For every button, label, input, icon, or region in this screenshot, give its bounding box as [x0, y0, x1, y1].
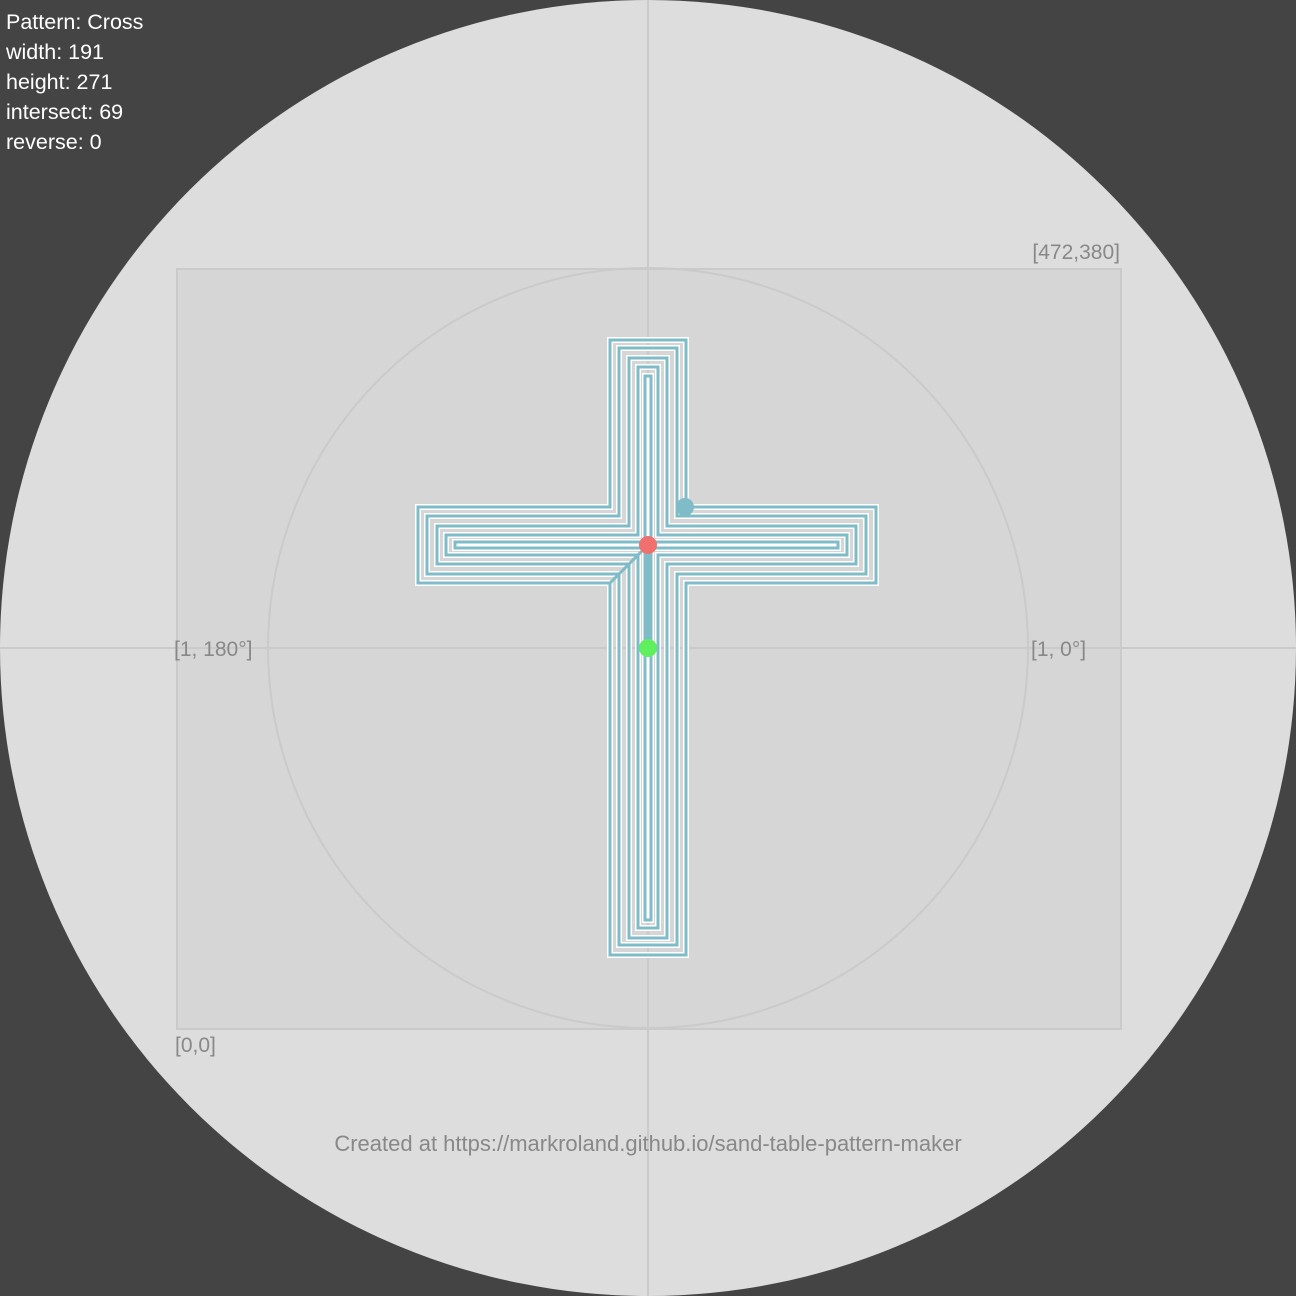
corner-label-top-right: [472,380]: [1032, 241, 1120, 264]
cross-loop-2: [425, 346, 868, 947]
polar-label-0: [1, 0°]: [1031, 638, 1086, 661]
cross-loop-1: [416, 338, 878, 957]
pattern-info-panel: Pattern: Cross width: 191 height: 271 in…: [6, 7, 143, 157]
cross-loop-3: [435, 356, 858, 940]
start-point: [639, 639, 657, 657]
width-value: width: 191: [6, 40, 105, 64]
height-value: height: 271: [6, 70, 113, 94]
polar-label-180: [1, 180°]: [174, 638, 252, 661]
corner-label-bottom-left: [0,0]: [175, 1034, 216, 1057]
center-point: [639, 536, 657, 554]
cross-loop-4: [444, 365, 849, 930]
reverse-value: reverse: 0: [6, 130, 102, 154]
intersect-value: intersect: 69: [6, 100, 124, 124]
pattern-name: Pattern: Cross: [6, 10, 144, 34]
footer-credit: Created at https://markroland.github.io/…: [334, 1131, 961, 1156]
end-point: [676, 498, 694, 516]
